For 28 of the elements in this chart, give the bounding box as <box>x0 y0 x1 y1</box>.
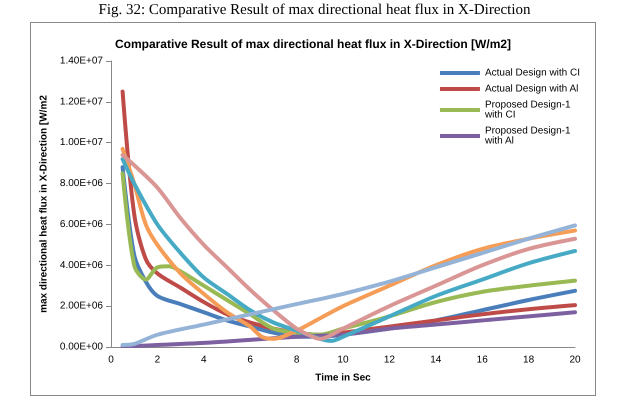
x-tick-label: 12 <box>384 354 396 366</box>
y-tick-label: 8.00E+06 <box>60 178 104 190</box>
y-tick-label: 1.20E+07 <box>60 96 104 108</box>
legend-label: Actual Design with CI <box>484 68 580 78</box>
x-tick-label: 8 <box>294 354 300 366</box>
y-tick-label: 1.40E+07 <box>60 56 104 66</box>
x-tick-label: 0 <box>108 354 114 366</box>
chart-title: Comparative Result of max directional heat flux in X-Direction [W/m2] <box>114 37 512 51</box>
y-tick-label: 6.00E+06 <box>60 218 104 230</box>
y-axis-title: max directional heat flux in X-Direction [W/m2 <box>38 94 50 313</box>
x-tick-label: 6 <box>247 354 254 366</box>
legend-label: Actual Design with Al <box>484 84 578 94</box>
y-tick-label: 2.00E+06 <box>60 300 104 312</box>
x-tick-label: 10 <box>337 354 349 366</box>
y-tick-label: 4.00E+06 <box>60 260 104 271</box>
y-tick-label: 1.00E+07 <box>60 137 104 148</box>
line-series <box>120 223 577 347</box>
legend-label: Proposed Design-1 with Al <box>484 126 574 146</box>
x-tick-label: 20 <box>569 354 581 366</box>
legend-label: Proposed Design-1 with CI <box>484 100 574 120</box>
x-tick-label: 18 <box>523 354 535 366</box>
y-tick-label: 0.00E+00 <box>60 342 104 352</box>
x-tick-label: 2 <box>154 354 161 366</box>
x-tick-label: 16 <box>476 354 488 366</box>
caption: Fig. 32: Comparative Result of max directional heat flux in X-Direction <box>98 1 532 20</box>
x-tick-label: 14 <box>430 354 442 366</box>
x-axis-title: Time in Sec <box>315 372 372 384</box>
x-tick-label: 4 <box>201 354 208 366</box>
